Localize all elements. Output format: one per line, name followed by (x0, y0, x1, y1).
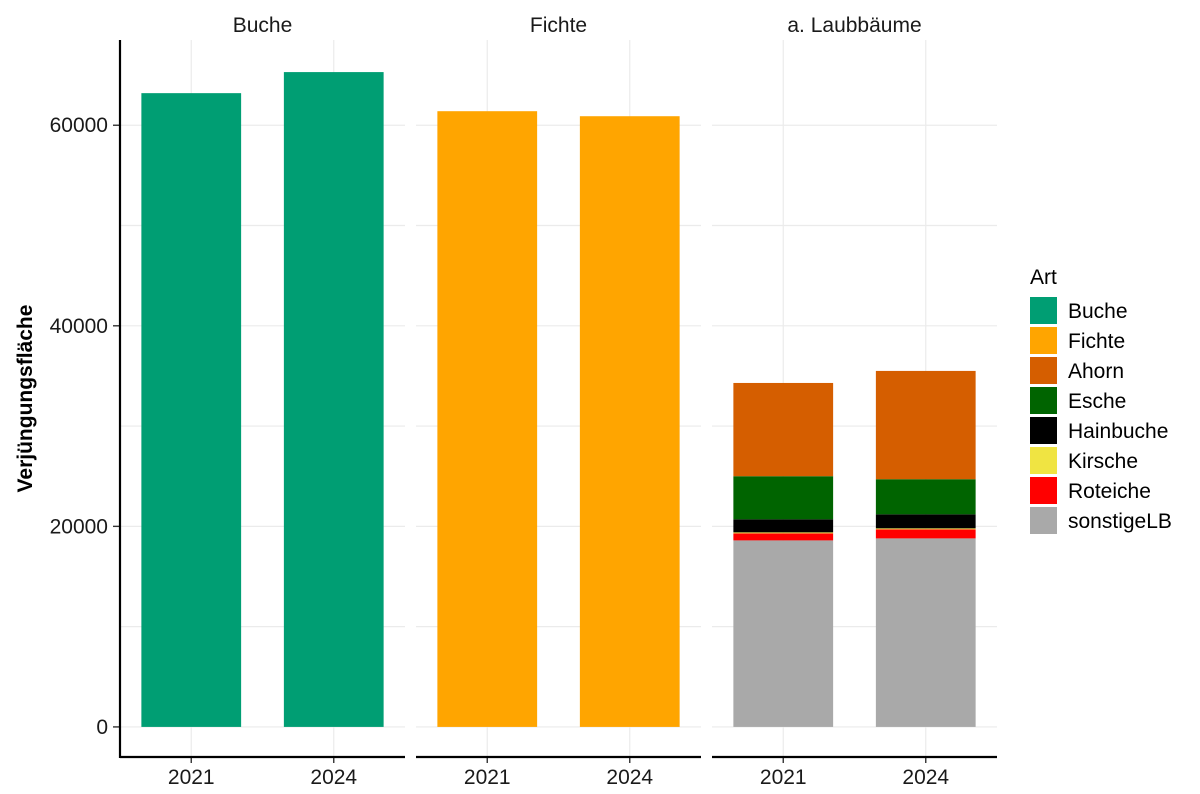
legend-label-esche: Esche (1068, 390, 1126, 413)
legend-label-sonstigelb: sonstigeLB (1068, 510, 1172, 533)
bar-fichte-2021 (437, 111, 538, 727)
bar-ahorn-2021 (733, 382, 834, 477)
facet-title: a. Laubbäume (787, 14, 921, 37)
legend-swatch-fichte (1030, 327, 1057, 354)
legend-swatch-roteiche (1030, 477, 1057, 504)
legend-swatch-hainbuche (1030, 417, 1057, 444)
bar-esche-2021 (733, 476, 834, 520)
y-tick-label: 40000 (50, 315, 108, 338)
x-tick-label: 2021 (168, 766, 215, 789)
legend-swatch-buche (1030, 297, 1057, 324)
bar-buche-2024 (283, 72, 384, 727)
bar-buche-2021 (141, 93, 242, 727)
legend-swatch-ahorn (1030, 357, 1057, 384)
legend-label-hainbuche: Hainbuche (1068, 420, 1168, 443)
legend-title: Art (1030, 266, 1057, 289)
bar-kirsche-2021 (733, 532, 834, 534)
bar-esche-2024 (875, 479, 976, 515)
legend-swatch-kirsche (1030, 447, 1057, 474)
bar-sonstigelb-2024 (875, 538, 976, 727)
grid-layer (120, 40, 997, 757)
legend-swatch-sonstigelb (1030, 507, 1057, 534)
x-tick-label: 2024 (606, 766, 653, 789)
bar-hainbuche-2021 (733, 519, 834, 533)
x-tick-label: 2024 (902, 766, 949, 789)
axis-layer (113, 40, 997, 763)
legend-swatch-esche (1030, 387, 1057, 414)
y-axis-label: Verjüngungsfläche (14, 305, 37, 493)
bar-fichte-2024 (579, 116, 680, 727)
bar-sonstigelb-2021 (733, 540, 834, 727)
legend-label-kirsche: Kirsche (1068, 450, 1138, 473)
legend-label-ahorn: Ahorn (1068, 360, 1124, 383)
bar-kirsche-2024 (875, 528, 976, 530)
bar-roteiche-2021 (733, 533, 834, 541)
legend-label-buche: Buche (1068, 300, 1128, 323)
x-tick-label: 2021 (760, 766, 807, 789)
legend-label-roteiche: Roteiche (1068, 480, 1151, 503)
x-tick-label: 2024 (310, 766, 357, 789)
text-layer: 0 20000 40000 60000 Verjüngungsfläche Buche 20… (14, 14, 949, 789)
x-tick-label: 2021 (464, 766, 511, 789)
legend-label-fichte: Fichte (1068, 330, 1125, 353)
y-tick-label: 0 (96, 716, 108, 739)
bar-roteiche-2024 (875, 529, 976, 539)
bar-ahorn-2024 (875, 370, 976, 480)
facet-title: Buche (233, 14, 293, 37)
legend-layer: Art Buche Fichte Ahorn Esche Hainbuche Kirsche… (1030, 266, 1172, 534)
bar-layer (141, 72, 976, 727)
y-tick-label: 60000 (50, 114, 108, 137)
bar-hainbuche-2024 (875, 514, 976, 529)
facet-title: Fichte (530, 14, 587, 37)
y-tick-label: 20000 (50, 515, 108, 538)
